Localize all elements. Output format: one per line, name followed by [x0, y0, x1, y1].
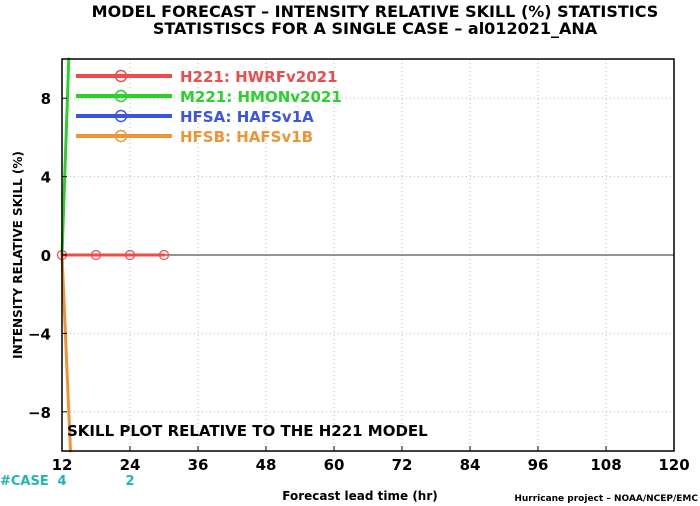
data-point [124, 249, 136, 261]
y-axis-ticks: −8 −4 0 4 8 [28, 90, 67, 422]
series-line-1 [60, 57, 71, 257]
legend-marker-1 [114, 89, 128, 103]
legend-marker-3 [114, 129, 128, 143]
x-tick-label: 48 [256, 456, 277, 474]
legend-label-2: HFSA: HAFSv1A [180, 108, 314, 126]
legend-label-0: H221: HWRFv2021 [180, 68, 338, 86]
case-label: #CASE [0, 474, 49, 489]
x-axis-label: Forecast lead time (hr) [282, 489, 438, 503]
legend-label-3: HFSB: HAFSv1B [180, 128, 313, 146]
legend: H221: HWRFv2021 M221: HMONv2021 HFSA: HAFS… [76, 68, 342, 146]
skill-plot-annotation: SKILL PLOT RELATIVE TO THE H221 MODEL [67, 422, 428, 440]
y-tick-label: 0 [41, 247, 51, 265]
y-tick-label: 8 [41, 90, 51, 108]
y-tick-label: −4 [28, 325, 51, 343]
series-line-3 [60, 253, 72, 453]
legend-marker-2 [114, 109, 128, 123]
case-count: 4 [57, 474, 66, 489]
x-tick-label: 24 [120, 456, 141, 474]
x-tick-label: 120 [658, 456, 689, 474]
x-tick-label: 12 [52, 456, 73, 474]
case-count-row: #CASE 4 2 [0, 474, 135, 489]
x-tick-label: 36 [188, 456, 209, 474]
chart-title: MODEL FORECAST – INTENSITY RELATIVE SKIL… [92, 2, 659, 21]
x-axis-ticks: 12 24 36 48 60 72 84 96 108 120 [52, 446, 690, 474]
x-tick-label: 96 [528, 456, 549, 474]
data-point [158, 249, 170, 261]
legend-label-1: M221: HMONv2021 [180, 88, 342, 106]
x-tick-label: 72 [392, 456, 413, 474]
y-axis-label: INTENSITY RELATIVE SKILL (%) [11, 151, 25, 359]
chart-subtitle: STATISTISCS FOR A SINGLE CASE – al012021… [153, 19, 598, 38]
x-tick-label: 84 [460, 456, 481, 474]
x-tick-label: 108 [590, 456, 621, 474]
y-tick-label: −8 [28, 404, 51, 422]
legend-marker-0 [114, 69, 128, 83]
y-tick-label: 4 [41, 169, 51, 187]
case-count: 2 [125, 474, 134, 489]
x-tick-label: 60 [324, 456, 345, 474]
series-group [56, 57, 170, 453]
data-point [90, 249, 102, 261]
credit-text: Hurricane project – NOAA/NCEP/EMC [514, 494, 698, 504]
